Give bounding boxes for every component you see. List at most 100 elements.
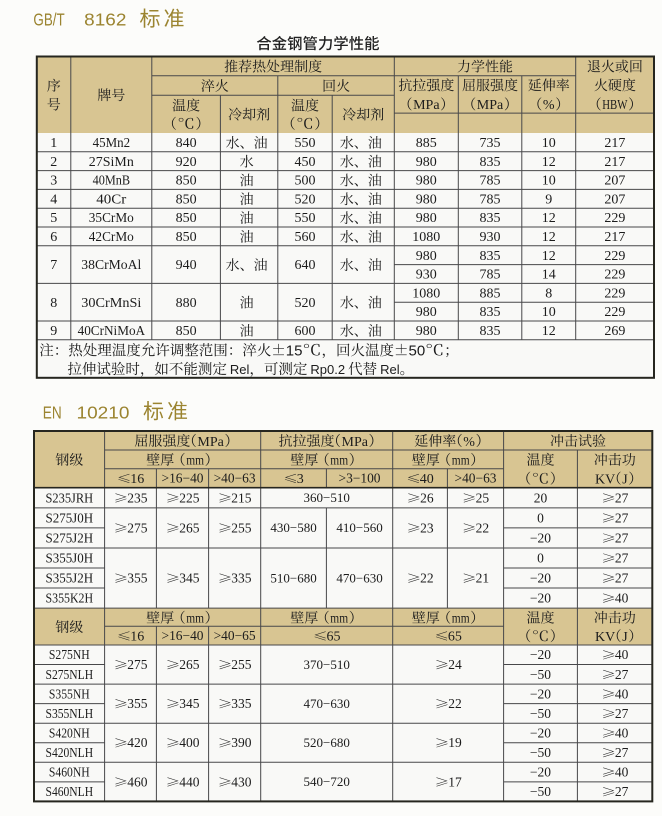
svg-text:930: 930 bbox=[480, 230, 501, 245]
svg-text:mm: mm bbox=[186, 454, 204, 469]
svg-text:217: 217 bbox=[604, 155, 625, 170]
svg-text:390: 390 bbox=[231, 735, 252, 750]
svg-text:MPa: MPa bbox=[197, 435, 224, 450]
svg-text:27: 27 bbox=[615, 784, 629, 799]
svg-text:880: 880 bbox=[176, 296, 197, 311]
svg-text:EN: EN bbox=[43, 402, 62, 422]
svg-text:40Cr: 40Cr bbox=[96, 192, 126, 207]
svg-text:255: 255 bbox=[231, 657, 252, 672]
svg-text:335: 335 bbox=[231, 571, 252, 586]
svg-text:8: 8 bbox=[50, 296, 57, 311]
svg-text:%: % bbox=[543, 98, 555, 113]
svg-text:225: 225 bbox=[179, 490, 200, 505]
svg-text:J: J bbox=[622, 473, 628, 488]
svg-text:27: 27 bbox=[615, 571, 629, 586]
svg-text:7: 7 bbox=[50, 258, 57, 273]
svg-text:40: 40 bbox=[615, 591, 629, 606]
svg-text:27: 27 bbox=[615, 530, 629, 545]
svg-text:850: 850 bbox=[176, 230, 197, 245]
svg-text:735: 735 bbox=[480, 136, 501, 151]
svg-text:S275NLH: S275NLH bbox=[46, 667, 94, 682]
svg-text:540−720: 540−720 bbox=[304, 774, 350, 789]
svg-text:850: 850 bbox=[176, 192, 197, 207]
svg-text:410−560: 410−560 bbox=[336, 520, 382, 535]
svg-text:mm: mm bbox=[330, 454, 348, 469]
svg-text:−50: −50 bbox=[530, 706, 551, 721]
svg-text:S275J0H: S275J0H bbox=[46, 510, 94, 525]
svg-text:40CrNiMoA: 40CrNiMoA bbox=[78, 324, 146, 339]
svg-text:550: 550 bbox=[295, 211, 316, 226]
svg-text:785: 785 bbox=[480, 268, 501, 283]
svg-text:920: 920 bbox=[176, 155, 197, 170]
svg-text:S355K2H: S355K2H bbox=[46, 591, 94, 606]
svg-text:24: 24 bbox=[448, 657, 462, 672]
svg-text:−20: −20 bbox=[530, 765, 551, 780]
svg-text:6: 6 bbox=[50, 230, 57, 245]
svg-text:265: 265 bbox=[179, 657, 200, 672]
svg-text:−50: −50 bbox=[530, 745, 551, 760]
svg-text:40: 40 bbox=[615, 765, 629, 780]
svg-text:785: 785 bbox=[480, 174, 501, 189]
svg-text:835: 835 bbox=[480, 324, 501, 339]
svg-text:500: 500 bbox=[295, 174, 316, 189]
svg-text:−50: −50 bbox=[530, 784, 551, 799]
svg-text:229: 229 bbox=[604, 286, 625, 301]
svg-text:885: 885 bbox=[480, 286, 501, 301]
svg-text:9: 9 bbox=[50, 324, 57, 339]
svg-text:>40−63: >40−63 bbox=[214, 471, 256, 486]
svg-text:430: 430 bbox=[231, 774, 252, 789]
svg-text:9: 9 bbox=[545, 192, 552, 207]
svg-text:850: 850 bbox=[176, 174, 197, 189]
svg-text:40: 40 bbox=[615, 725, 629, 740]
svg-text:35CrMo: 35CrMo bbox=[89, 211, 134, 226]
svg-text:16: 16 bbox=[130, 472, 144, 487]
svg-text:3: 3 bbox=[50, 174, 57, 189]
svg-text:4: 4 bbox=[50, 192, 57, 207]
svg-text:345: 345 bbox=[179, 571, 200, 586]
svg-text:10: 10 bbox=[542, 305, 556, 320]
svg-text:27: 27 bbox=[615, 550, 629, 565]
svg-text:>16−40: >16−40 bbox=[162, 471, 204, 486]
svg-text:550: 550 bbox=[295, 136, 316, 151]
svg-text:217: 217 bbox=[604, 230, 625, 245]
svg-text:980: 980 bbox=[416, 211, 437, 226]
svg-text:355: 355 bbox=[127, 571, 148, 586]
svg-text:S275NH: S275NH bbox=[49, 647, 90, 662]
svg-text:269: 269 bbox=[604, 324, 625, 339]
svg-text:−20: −20 bbox=[530, 571, 551, 586]
svg-text:−50: −50 bbox=[530, 667, 551, 682]
svg-text:12: 12 bbox=[542, 324, 556, 339]
svg-text:265: 265 bbox=[179, 520, 200, 535]
svg-text:MPa: MPa bbox=[413, 98, 440, 113]
svg-text:12: 12 bbox=[542, 211, 556, 226]
svg-text:KV: KV bbox=[595, 630, 615, 645]
svg-text:65: 65 bbox=[448, 629, 462, 644]
svg-text:GB/T: GB/T bbox=[33, 10, 65, 30]
svg-text:27: 27 bbox=[615, 706, 629, 721]
svg-text:>40−65: >40−65 bbox=[214, 628, 256, 643]
svg-text:30CrMnSi: 30CrMnSi bbox=[81, 296, 141, 311]
svg-text:>40−63: >40−63 bbox=[455, 471, 497, 486]
svg-text:400: 400 bbox=[179, 735, 200, 750]
svg-text:27: 27 bbox=[615, 490, 629, 505]
svg-text:22: 22 bbox=[420, 571, 434, 586]
svg-text:440: 440 bbox=[179, 774, 200, 789]
svg-text:Rel: Rel bbox=[380, 362, 400, 377]
svg-text:560: 560 bbox=[295, 230, 316, 245]
svg-text:27SiMn: 27SiMn bbox=[89, 155, 134, 170]
svg-text:−20: −20 bbox=[530, 686, 551, 701]
svg-text:229: 229 bbox=[604, 305, 625, 320]
svg-text:S355NH: S355NH bbox=[49, 686, 90, 701]
svg-text:mm: mm bbox=[452, 612, 470, 627]
svg-text:S235JRH: S235JRH bbox=[46, 490, 94, 505]
svg-text:40: 40 bbox=[420, 472, 434, 487]
svg-text:2: 2 bbox=[50, 155, 57, 170]
svg-text:10210: 10210 bbox=[77, 402, 130, 422]
svg-text:420: 420 bbox=[127, 735, 148, 750]
svg-text:>3−100: >3−100 bbox=[339, 471, 381, 486]
svg-text:8162: 8162 bbox=[84, 10, 126, 30]
svg-text:0: 0 bbox=[537, 510, 544, 525]
svg-text:23: 23 bbox=[420, 520, 434, 535]
svg-text:Rp0.2: Rp0.2 bbox=[310, 362, 345, 377]
svg-text:520−680: 520−680 bbox=[304, 735, 350, 750]
